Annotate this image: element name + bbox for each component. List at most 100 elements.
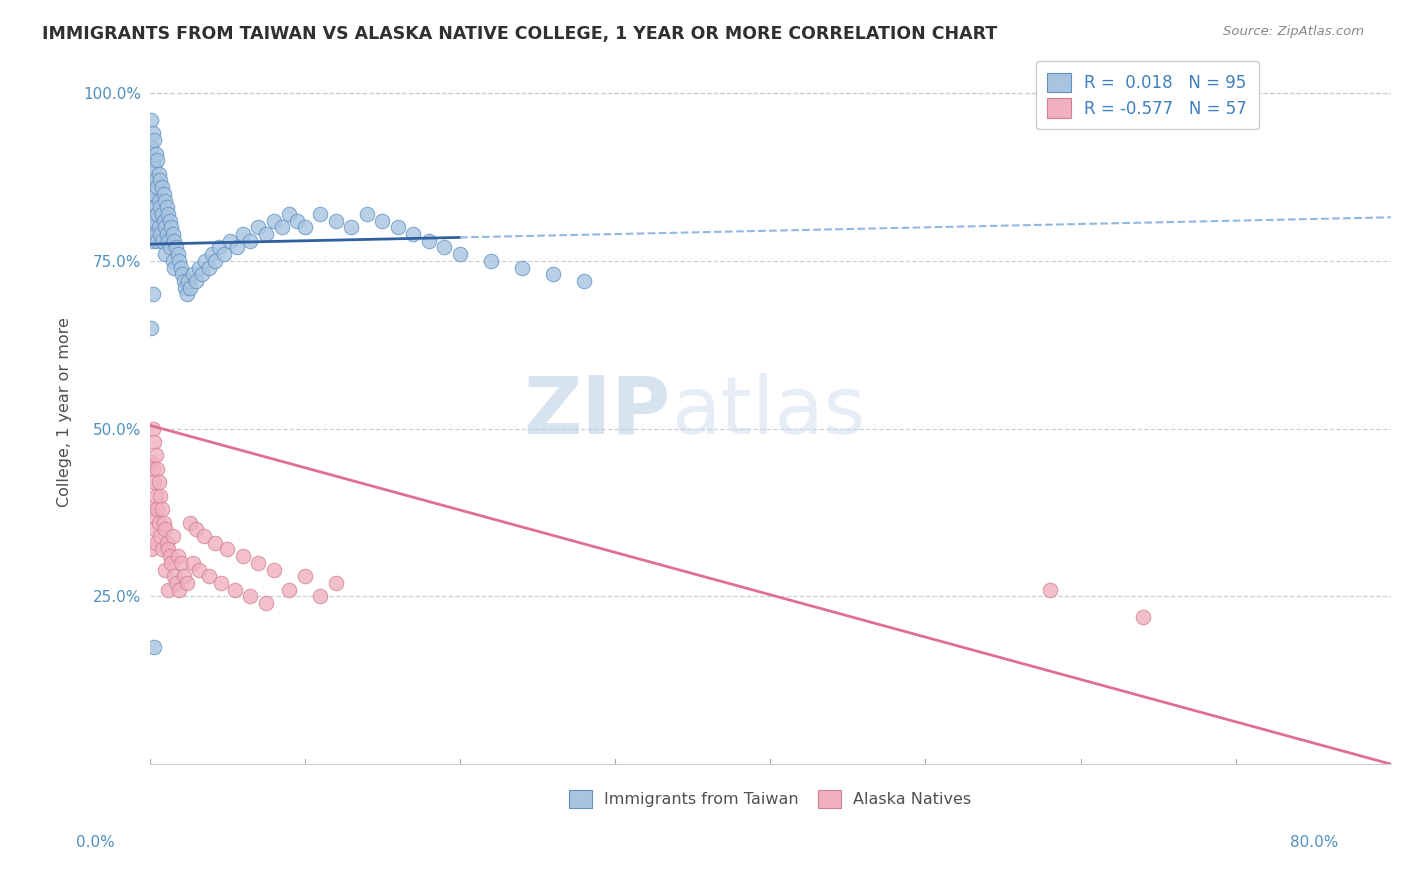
Point [142,207,165,221]
Point [157,542,180,557]
Point [141,542,163,557]
Point [239,590,262,604]
Point [176,287,198,301]
Point [152,186,174,201]
Point [149,200,172,214]
Point [152,213,174,227]
Point [163,569,186,583]
Point [142,462,165,476]
Point [263,563,285,577]
Point [219,234,242,248]
Point [174,281,197,295]
Point [145,200,167,214]
Point [433,240,456,254]
Point [541,268,564,282]
Point [254,227,277,241]
Point [325,213,347,227]
Point [149,489,172,503]
Point [141,140,163,154]
Point [1039,582,1062,597]
Text: atlas: atlas [671,373,865,450]
Point [146,502,169,516]
Point [387,220,409,235]
Point [270,220,292,235]
Point [141,220,163,235]
Point [165,576,187,591]
Point [156,200,179,214]
Point [186,522,208,536]
Point [153,563,176,577]
Point [201,247,224,261]
Point [160,220,183,235]
Point [143,475,166,490]
Point [157,234,180,248]
Point [142,180,165,194]
Point [278,582,301,597]
Point [149,173,172,187]
Legend: Immigrants from Taiwan, Alaska Natives: Immigrants from Taiwan, Alaska Natives [561,781,980,816]
Point [145,173,167,187]
Point [232,549,254,563]
Point [510,260,533,275]
Point [224,582,246,597]
Point [150,502,173,516]
Point [162,227,184,241]
Point [146,234,169,248]
Point [340,220,363,235]
Point [145,489,167,503]
Point [179,281,201,295]
Point [294,569,316,583]
Point [162,253,184,268]
Point [186,274,208,288]
Point [141,186,163,201]
Point [356,207,378,221]
Point [143,213,166,227]
Point [156,535,179,549]
Point [146,207,169,221]
Point [247,556,270,570]
Point [181,556,204,570]
Point [145,146,167,161]
Point [204,535,226,549]
Point [141,321,163,335]
Point [142,508,165,523]
Point [479,253,502,268]
Point [143,186,166,201]
Point [146,180,169,194]
Point [179,516,201,530]
Point [159,549,181,563]
Point [145,227,167,241]
Point [278,207,301,221]
Point [145,535,167,549]
Point [177,274,200,288]
Point [143,435,166,450]
Point [371,213,394,227]
Point [193,529,215,543]
Point [325,576,347,591]
Point [149,529,172,543]
Point [150,234,173,248]
Point [153,194,176,208]
Point [169,556,191,570]
Text: Source: ZipAtlas.com: Source: ZipAtlas.com [1223,25,1364,38]
Point [254,596,277,610]
Point [148,167,170,181]
Point [209,576,232,591]
Point [247,220,270,235]
Point [197,569,219,583]
Point [162,529,184,543]
Point [309,590,332,604]
Point [141,113,163,128]
Point [449,247,471,261]
Point [152,516,174,530]
Text: 80.0%: 80.0% [1291,836,1339,850]
Point [156,227,179,241]
Point [197,260,219,275]
Point [169,260,191,275]
Point [163,260,186,275]
Point [204,253,226,268]
Point [150,542,173,557]
Y-axis label: College, 1 year or more: College, 1 year or more [58,317,72,507]
Point [181,268,204,282]
Point [148,475,170,490]
